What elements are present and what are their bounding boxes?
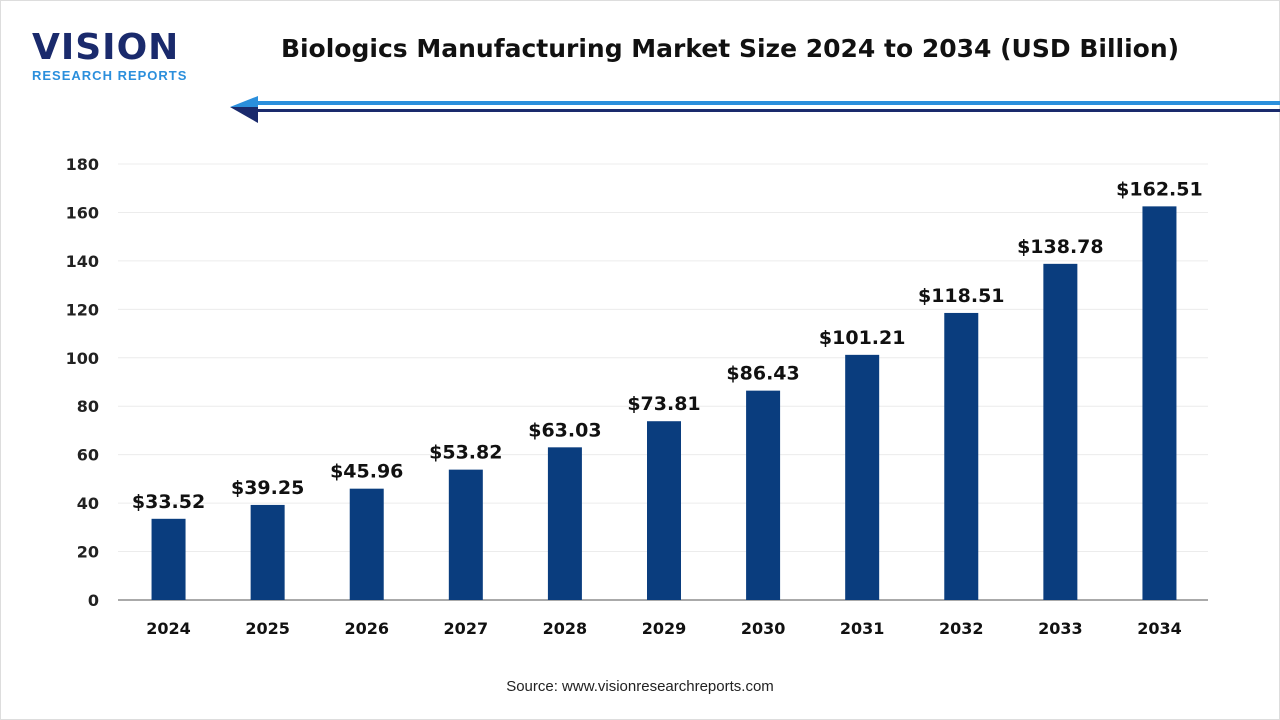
x-tick-label: 2029	[642, 619, 687, 638]
x-tick-label: 2025	[245, 619, 290, 638]
data-label: $63.03	[528, 419, 601, 441]
y-tick-label: 40	[77, 494, 99, 513]
y-tick-label: 180	[66, 155, 99, 174]
x-tick-label: 2031	[840, 619, 885, 638]
header-arrow-icon	[230, 96, 1280, 123]
bar	[448, 469, 483, 600]
source-note: Source: www.visionresearchreports.com	[506, 678, 774, 695]
x-tick-label: 2030	[741, 619, 786, 638]
bar	[1142, 206, 1177, 600]
x-tick-label: 2028	[543, 619, 588, 638]
x-tick-label: 2026	[344, 619, 389, 638]
logo-name: VISION	[32, 27, 180, 68]
data-label: $162.51	[1116, 178, 1203, 200]
data-label: $73.81	[627, 393, 700, 415]
bar	[1043, 263, 1078, 600]
y-tick-label: 20	[77, 543, 99, 562]
y-tick-label: 160	[66, 203, 99, 222]
data-label: $101.21	[819, 327, 906, 349]
bar	[746, 390, 781, 600]
bar	[647, 421, 681, 600]
x-tick-label: 2032	[939, 619, 984, 638]
x-tick-label: 2034	[1137, 619, 1182, 638]
x-tick-label: 2024	[146, 619, 191, 638]
y-tick-label: 0	[88, 591, 99, 610]
bar	[250, 504, 285, 600]
data-label: $118.51	[918, 285, 1005, 307]
data-label: $39.25	[231, 477, 304, 499]
data-label: $138.78	[1017, 236, 1104, 258]
bar	[547, 447, 582, 600]
x-tick-label: 2027	[444, 619, 489, 638]
y-tick-label: 60	[77, 446, 99, 465]
y-tick-label: 100	[66, 349, 99, 368]
bar	[151, 518, 186, 600]
logo: VISION RESEARCH REPORTS	[32, 27, 188, 84]
data-label: $33.52	[132, 491, 205, 513]
bar	[349, 488, 384, 600]
data-label: $86.43	[726, 363, 799, 385]
data-label: $53.82	[429, 442, 502, 464]
chart-title: Biologics Manufacturing Market Size 2024…	[280, 34, 1180, 63]
data-label: $45.96	[330, 461, 403, 483]
y-tick-label: 120	[66, 300, 99, 319]
logo-subtitle: RESEARCH REPORTS	[32, 68, 188, 83]
y-tick-label: 140	[66, 252, 99, 271]
y-tick-label: 80	[77, 397, 99, 416]
bar	[944, 312, 979, 600]
x-tick-label: 2033	[1038, 619, 1083, 638]
bar	[845, 354, 880, 600]
